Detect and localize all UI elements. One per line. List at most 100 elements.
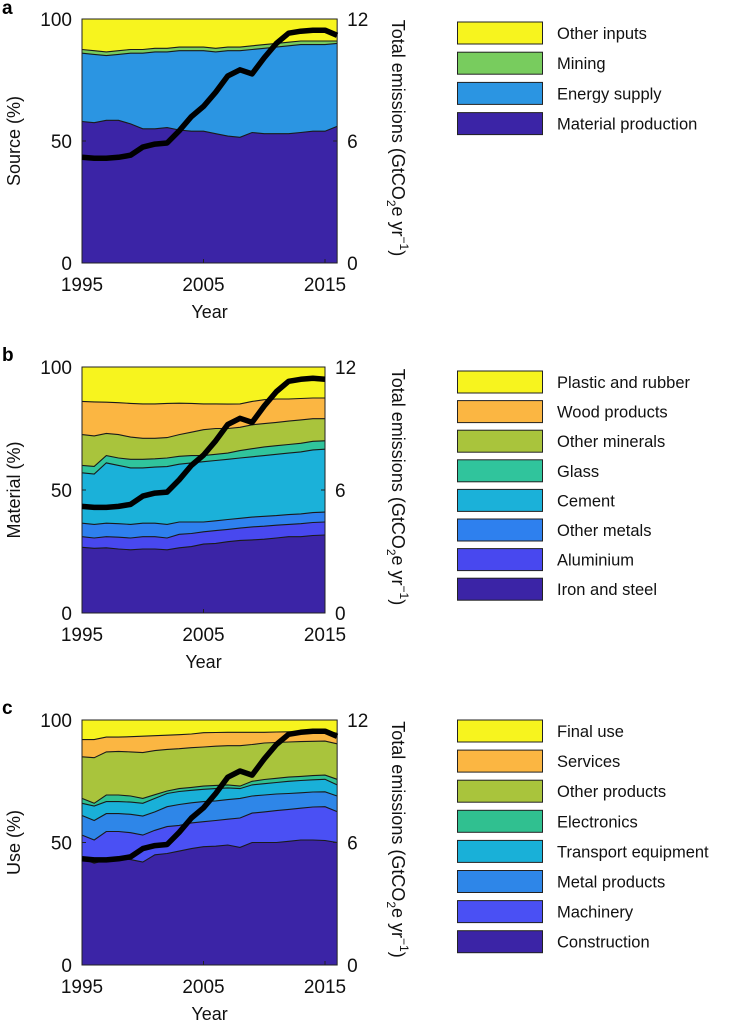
legend-label: Material production xyxy=(557,116,697,134)
area-other-metals xyxy=(82,512,325,538)
legend-swatch xyxy=(457,488,543,512)
total-emissions-line xyxy=(81,728,339,863)
area-energy-supply xyxy=(82,43,338,138)
legend-swatch xyxy=(457,809,543,833)
x-axis-label: Year xyxy=(191,302,227,322)
x-tick-label: 2005 xyxy=(182,625,224,646)
legend-label: Final use xyxy=(557,723,624,741)
x-axis-label: Year xyxy=(185,652,221,672)
y-axis-label: Material (%) xyxy=(4,441,24,538)
panel-c: c 0 50 100 0 6 12 1995 2005 2015 Year Use (%) Total … xyxy=(2,698,709,1024)
area-other-minerals xyxy=(82,418,325,467)
y2-axis-label: Total emissions (GtCO2e yr−1) xyxy=(384,721,411,957)
area-boundary-line xyxy=(81,774,338,804)
area-material-production xyxy=(82,120,338,263)
legend-swatch xyxy=(457,719,543,743)
legend-label: Plastic and rubber xyxy=(557,374,690,392)
legend-item: Cement xyxy=(457,488,615,512)
panel-b: b 0 50 100 0 6 12 1995 2005 2015 Year Material (%) T… xyxy=(2,345,690,672)
legend-label: Metal products xyxy=(557,874,665,892)
area-iron-and-steel xyxy=(82,535,325,613)
y-tick-label: 50 xyxy=(51,481,72,502)
legend-item: Plastic and rubber xyxy=(457,370,690,394)
y-tick-label: 0 xyxy=(61,254,72,275)
legend-item: Energy supply xyxy=(457,81,662,105)
panel-label: a xyxy=(2,0,13,19)
legend-label: Construction xyxy=(557,934,650,952)
legend-swatch xyxy=(457,51,543,75)
area-other-products xyxy=(82,741,338,804)
y2-axis-label-part: 2 xyxy=(384,901,398,908)
legend-item: Other products xyxy=(457,779,666,803)
y-tick-label: 0 xyxy=(61,604,72,625)
legend-label: Machinery xyxy=(557,904,634,922)
y2-tick-label: 0 xyxy=(347,254,358,275)
legend: Final use Services Other products Electroni… xyxy=(457,719,709,954)
y2-tick-label: 6 xyxy=(335,481,346,502)
area-boundary-line xyxy=(81,448,326,475)
legend-swatch xyxy=(457,930,543,954)
y2-axis-label: Total emissions (GtCO2e yr−1) xyxy=(384,20,411,256)
area-electronics xyxy=(82,775,338,806)
legend-swatch xyxy=(457,577,543,601)
legend-label: Iron and steel xyxy=(557,581,657,599)
area-boundary-line xyxy=(81,40,338,53)
x-tick-label: 1995 xyxy=(61,625,103,646)
legend-item: Iron and steel xyxy=(457,577,657,601)
area-boundary-line xyxy=(81,418,325,439)
legend-swatch xyxy=(457,112,543,136)
y-axis-label: Use (%) xyxy=(4,810,24,875)
panel-label: c xyxy=(2,698,13,719)
x-axis-label: Year xyxy=(191,1004,227,1024)
legend-swatch xyxy=(457,21,543,45)
area-boundary-line xyxy=(81,397,325,405)
area-aluminium xyxy=(82,522,325,550)
legend: Other inputs Mining Energy supply Material … xyxy=(457,21,697,136)
y-tick-label: 50 xyxy=(51,834,72,855)
legend-item: Machinery xyxy=(457,900,634,924)
legend-label: Electronics xyxy=(557,813,638,831)
y-tick-label: 50 xyxy=(51,132,72,153)
y-tick-label: 100 xyxy=(40,358,72,379)
y2-axis-label-part: e yr xyxy=(388,908,408,938)
legend-swatch xyxy=(457,548,543,572)
x-tick-label: 2015 xyxy=(304,275,346,296)
y-tick-label: 100 xyxy=(40,711,72,732)
panel-a: a 0 50 100 0 6 12 1995 2005 2015 Year Source (%) Tot… xyxy=(2,0,697,322)
y2-axis-label-part: 2 xyxy=(384,200,398,207)
x-tick-label: 1995 xyxy=(61,977,103,998)
legend-item: Metal products xyxy=(457,870,665,893)
legend-item: Other inputs xyxy=(457,21,647,45)
y2-tick-label: 6 xyxy=(347,132,358,153)
y2-axis-label-part: −1 xyxy=(397,938,411,952)
legend-item: Other metals xyxy=(457,518,651,542)
area-metal-products xyxy=(82,791,338,840)
y2-axis-label-part: ) xyxy=(388,599,408,605)
y2-axis-label-part: e yr xyxy=(388,207,408,237)
legend-label: Other inputs xyxy=(557,25,647,43)
y-axis-label: Source (%) xyxy=(4,96,24,186)
y2-tick-label: 0 xyxy=(335,604,346,625)
legend-item: Aluminium xyxy=(457,548,634,572)
area-plastic-and-rubber xyxy=(82,367,325,405)
area-services xyxy=(82,731,338,758)
area-boundary-line xyxy=(81,778,338,807)
legend-swatch xyxy=(457,370,543,394)
legend-item: Glass xyxy=(457,459,599,483)
legend-item: Final use xyxy=(457,719,624,743)
y2-axis-label-part: ) xyxy=(388,250,408,256)
x-tick-label: 2015 xyxy=(304,977,346,998)
legend-item: Other minerals xyxy=(457,429,665,453)
legend-swatch xyxy=(457,839,543,863)
area-boundary-line xyxy=(81,806,338,841)
legend-swatch xyxy=(457,459,543,483)
y2-axis-label: Total emissions (GtCO2e yr−1) xyxy=(384,369,411,605)
legend-label: Energy supply xyxy=(557,85,662,103)
legend-swatch xyxy=(457,870,543,893)
y2-axis-label-part: Total emissions (GtCO xyxy=(388,20,408,200)
legend-swatch xyxy=(457,900,543,924)
legend-label: Other products xyxy=(557,783,666,801)
x-tick-label: 1995 xyxy=(61,275,103,296)
area-construction xyxy=(82,840,338,965)
